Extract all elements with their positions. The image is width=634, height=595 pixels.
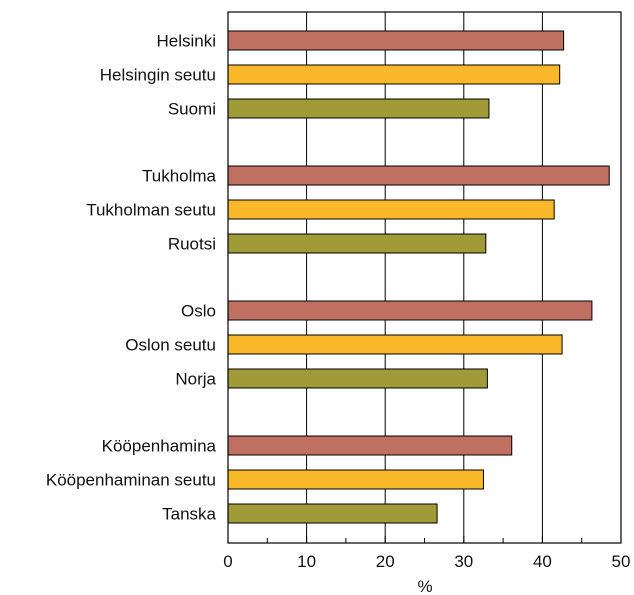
bar-oslon-seutu	[227, 334, 563, 355]
x-tick-label-50: 50	[612, 552, 631, 571]
plot-border	[227, 11, 622, 544]
category-label: Kööpenhaminan seutu	[46, 471, 216, 490]
x-axis-label: %	[417, 577, 432, 595]
x-tick-label-40: 40	[533, 552, 552, 571]
grid-lines	[306, 12, 543, 543]
category-label: Helsingin seutu	[100, 66, 216, 85]
bar-tanska	[227, 503, 438, 524]
x-axis-ticks: 0 10 20 30 40 50	[223, 536, 630, 571]
category-label: Helsinki	[156, 32, 216, 51]
x-tick-label-10: 10	[297, 552, 316, 571]
category-label: Suomi	[168, 100, 216, 119]
x-tick-label-0: 0	[223, 552, 232, 571]
bar-suomi	[227, 98, 490, 119]
bar-oslo	[227, 300, 593, 321]
bar-tukholma	[227, 165, 610, 186]
bars	[227, 30, 610, 524]
plot-frame	[227, 11, 622, 544]
bar-norja	[227, 368, 488, 389]
category-label: Tukholma	[142, 167, 217, 186]
bar-helsingin-seutu	[227, 64, 561, 85]
category-label: Ruotsi	[168, 235, 216, 254]
bar-kööpenhaminan-seutu	[227, 469, 484, 490]
x-tick-label-30: 30	[454, 552, 473, 571]
x-tick-label-20: 20	[376, 552, 395, 571]
bar-tukholman-seutu	[227, 199, 555, 220]
category-label: Kööpenhamina	[102, 437, 217, 456]
category-label: Tanska	[162, 505, 216, 524]
bar-kööpenhamina	[227, 435, 513, 456]
bar-ruotsi	[227, 233, 487, 254]
category-labels: Helsinki Helsingin seutu Suomi Tukholma Tukh…	[46, 32, 217, 524]
category-label: Norja	[175, 370, 216, 389]
category-label: Tukholman seutu	[86, 201, 216, 220]
category-label: Oslo	[181, 302, 216, 321]
category-label: Oslon seutu	[125, 336, 216, 355]
bar-helsinki	[227, 30, 565, 51]
